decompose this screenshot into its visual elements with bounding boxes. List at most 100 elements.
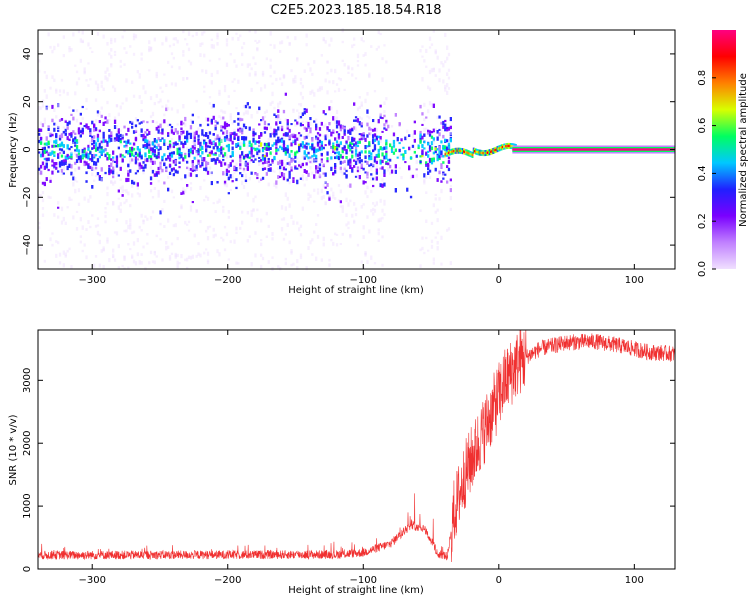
spectrogram-cell	[58, 163, 62, 168]
spectrogram-cell	[442, 173, 445, 177]
spectrogram-cell	[360, 37, 363, 42]
spectrogram-cell	[74, 132, 77, 135]
spectrogram-cell	[195, 209, 198, 213]
spectrogram-cell	[102, 121, 105, 126]
spectrogram-cell	[119, 208, 122, 213]
snr-frame	[37, 329, 676, 570]
spectrogram-cell	[176, 130, 179, 135]
spectrogram-cell	[246, 192, 249, 197]
spectrogram-cell	[172, 159, 175, 164]
spectrogram-cell	[383, 173, 386, 177]
spectrogram-cell	[372, 177, 375, 181]
spectrogram-cell	[248, 235, 251, 238]
spectrogram-cell	[138, 193, 141, 198]
spectrogram-cell	[366, 145, 369, 148]
spectrogram-cell	[41, 104, 45, 108]
spectrogram-cell	[235, 261, 238, 265]
spectrogram-cell	[125, 150, 128, 154]
spectrogram-cell	[265, 126, 268, 131]
spectrogram-cell	[354, 126, 358, 131]
x-tick-label: 100	[625, 575, 644, 586]
spectrogram-cell	[362, 40, 365, 43]
spectrogram-cell	[339, 141, 342, 145]
spectrogram-cell	[267, 164, 270, 168]
spectrogram-cell	[165, 104, 168, 108]
spectrogram-cell	[239, 172, 242, 175]
spectrogram-cell	[305, 266, 308, 271]
spectrogram-cell	[354, 149, 358, 153]
spectrogram-cell	[368, 141, 371, 146]
spectrogram-cell	[377, 220, 380, 223]
spectrogram-cell	[220, 125, 223, 129]
spectrogram-cell	[85, 171, 88, 175]
spectrogram-cell	[79, 240, 82, 244]
spectrogram-cell	[419, 133, 422, 138]
spectrogram-cell	[93, 263, 96, 268]
spectrogram-cell	[428, 148, 432, 152]
spectrogram-cell	[96, 83, 100, 88]
spectrogram-cell	[290, 263, 293, 267]
spectrogram-cell	[57, 125, 60, 129]
spectrogram-cell	[368, 157, 371, 161]
spectrogram-cell	[258, 160, 261, 163]
spectrogram-cell	[210, 171, 213, 176]
spectrogram-cell	[151, 196, 155, 199]
spectrogram-cell	[170, 189, 174, 194]
spectrogram-cell	[252, 132, 255, 137]
spectrogram-cell	[94, 161, 98, 166]
spectrogram-cell	[311, 155, 314, 158]
spectrogram-cell	[254, 173, 257, 176]
spectrogram-cell	[201, 129, 204, 134]
spectrogram-cell	[113, 137, 117, 142]
spectrogram-cell	[206, 259, 210, 262]
spectrogram-cell	[309, 90, 312, 95]
spectrogram-cell	[64, 120, 67, 123]
spectrogram-cell	[286, 122, 289, 126]
spectrogram-cell	[258, 152, 261, 156]
spectrogram-cell	[275, 185, 278, 189]
spectrogram-cell	[178, 166, 181, 169]
spectrogram-cell	[449, 125, 452, 130]
spectrogram-cell	[60, 172, 64, 176]
spectrogram-cell	[87, 163, 90, 166]
spectrogram-cell	[419, 130, 422, 135]
spectrogram-cell	[206, 226, 210, 230]
spectrogram-cell	[294, 160, 297, 163]
spectrogram-cell	[334, 232, 337, 236]
spectrogram-cell	[231, 36, 234, 41]
spectrogram-cell	[383, 182, 386, 187]
spectrogram-cell	[89, 134, 92, 137]
spectrogram-cell	[170, 252, 174, 255]
spectrogram-cell	[313, 120, 316, 123]
spectrogram-cell	[356, 243, 360, 247]
spectrogram-cell	[415, 168, 418, 171]
spectrogram-cell	[157, 189, 160, 195]
spectrogram-cell	[136, 182, 139, 187]
spectrogram-cell	[206, 123, 210, 127]
spectrogram-cell	[85, 255, 88, 260]
spectrogram-cell	[349, 143, 352, 147]
spectrogram-cell	[93, 167, 96, 172]
spectrogram-cell	[136, 252, 139, 257]
spectrogram-cell	[98, 176, 101, 181]
spectrogram-cell	[440, 163, 443, 166]
spectrogram-cell	[301, 174, 304, 178]
spectrogram-cell	[159, 210, 162, 215]
spectrogram-cell	[93, 139, 96, 143]
spectrogram-cell	[75, 227, 79, 231]
spectrogram-cell	[151, 210, 155, 214]
spectrogram-cell	[237, 142, 240, 146]
spectrogram-cell	[49, 152, 52, 156]
y-tick-label: 0	[22, 566, 33, 572]
spectrogram-cell	[345, 140, 348, 144]
spectrogram-cell	[47, 132, 50, 135]
spectrogram-cell	[263, 126, 267, 130]
spectrogram-cell	[229, 135, 232, 139]
spectrogram-cell	[142, 133, 145, 138]
spectrogram-cell	[337, 133, 341, 136]
spectrogram-cell	[261, 116, 265, 121]
spectrogram-cell	[282, 237, 286, 241]
spectrogram-cell	[214, 120, 217, 123]
spectrogram-cell	[286, 132, 289, 137]
